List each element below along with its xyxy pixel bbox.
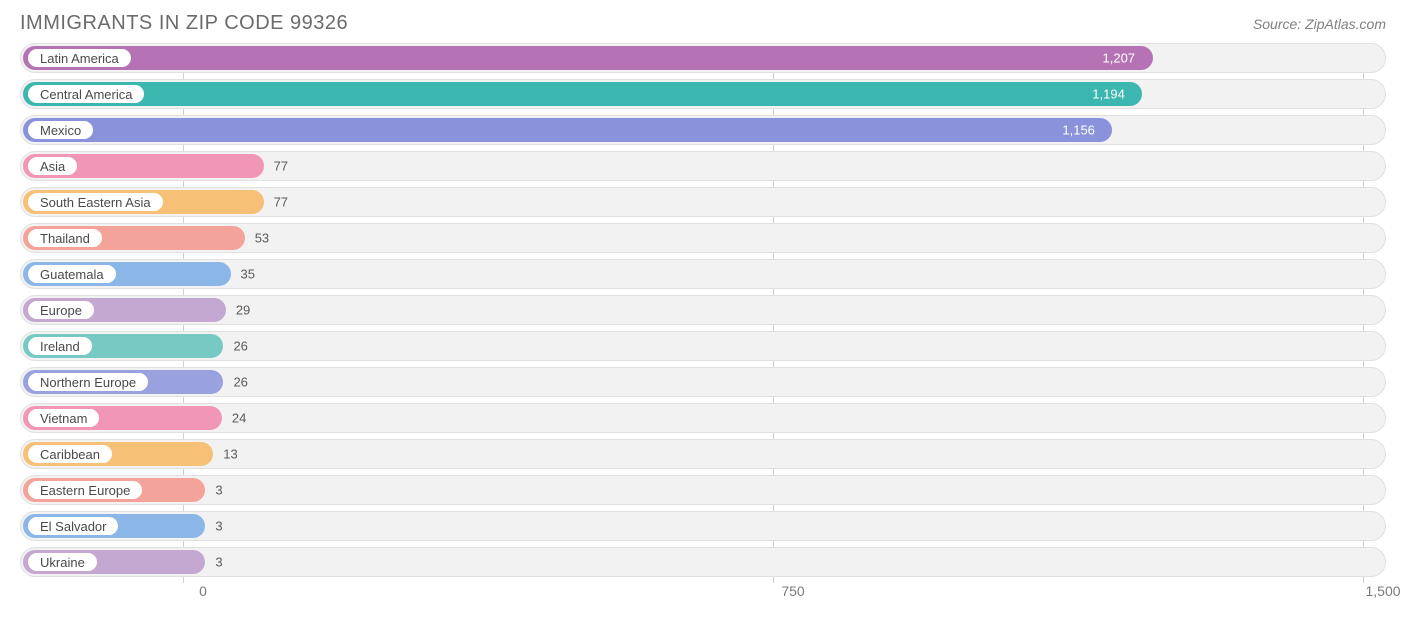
bar-value: 24: [232, 411, 246, 426]
bar-value: 3: [215, 483, 222, 498]
bar-row: Caribbean 13: [20, 439, 1386, 469]
bar-label: Eastern Europe: [28, 481, 142, 499]
bar-label: Thailand: [28, 229, 102, 247]
bar-row: Europe 29: [20, 295, 1386, 325]
bar-row: Eastern Europe 3: [20, 475, 1386, 505]
bar-row: El Salvador 3: [20, 511, 1386, 541]
bar-track: [20, 367, 1386, 397]
bar-row: Guatemala 35: [20, 259, 1386, 289]
bar-value: 1,194: [1092, 87, 1125, 102]
bar-value: 26: [233, 339, 247, 354]
bar-label: Europe: [28, 301, 94, 319]
bar-label: Vietnam: [28, 409, 99, 427]
bar-row: Latin America 1,207: [20, 43, 1386, 73]
chart-source: Source: ZipAtlas.com: [1253, 12, 1386, 32]
bar-track: [20, 403, 1386, 433]
bar-row: Vietnam 24: [20, 403, 1386, 433]
bar-label: Mexico: [28, 121, 93, 139]
bar-label: South Eastern Asia: [28, 193, 163, 211]
bar-label: Latin America: [28, 49, 131, 67]
bar-row: Asia 77: [20, 151, 1386, 181]
bar-fill: [23, 46, 1153, 70]
bar-track: [20, 547, 1386, 577]
bar-value: 13: [223, 447, 237, 462]
bar-track: [20, 475, 1386, 505]
chart-area: Latin America 1,207 Central America 1,194 Me…: [0, 43, 1406, 613]
bar-row: Mexico 1,156: [20, 115, 1386, 145]
bar-track: [20, 331, 1386, 361]
bar-value: 77: [274, 159, 288, 174]
bar-value: 35: [241, 267, 255, 282]
bar-row: Ireland 26: [20, 331, 1386, 361]
bar-label: Asia: [28, 157, 77, 175]
bar-value: 77: [274, 195, 288, 210]
bar-label: Ukraine: [28, 553, 97, 571]
x-tick-label: 750: [781, 583, 804, 599]
x-tick-label: 0: [199, 583, 207, 599]
bar-label: Caribbean: [28, 445, 112, 463]
bar-value: 3: [215, 555, 222, 570]
bar-value: 1,156: [1062, 123, 1095, 138]
bar-row: South Eastern Asia 77: [20, 187, 1386, 217]
bar-row: Central America 1,194: [20, 79, 1386, 109]
bar-row: Thailand 53: [20, 223, 1386, 253]
bar-row: Northern Europe 26: [20, 367, 1386, 397]
bar-value: 1,207: [1103, 51, 1136, 66]
bar-label: El Salvador: [28, 517, 118, 535]
x-axis: 07501,500: [20, 583, 1386, 613]
bar-fill: [23, 118, 1112, 142]
bar-value: 3: [215, 519, 222, 534]
bar-track: [20, 511, 1386, 541]
bar-value: 26: [233, 375, 247, 390]
bar-label: Central America: [28, 85, 144, 103]
bar-label: Guatemala: [28, 265, 116, 283]
bar-label: Ireland: [28, 337, 92, 355]
x-tick-label: 1,500: [1365, 583, 1400, 599]
bar-label: Northern Europe: [28, 373, 148, 391]
chart-title: IMMIGRANTS IN ZIP CODE 99326: [20, 12, 348, 35]
bar-value: 53: [255, 231, 269, 246]
bar-row: Ukraine 3: [20, 547, 1386, 577]
bar-value: 29: [236, 303, 250, 318]
bar-fill: [23, 82, 1142, 106]
